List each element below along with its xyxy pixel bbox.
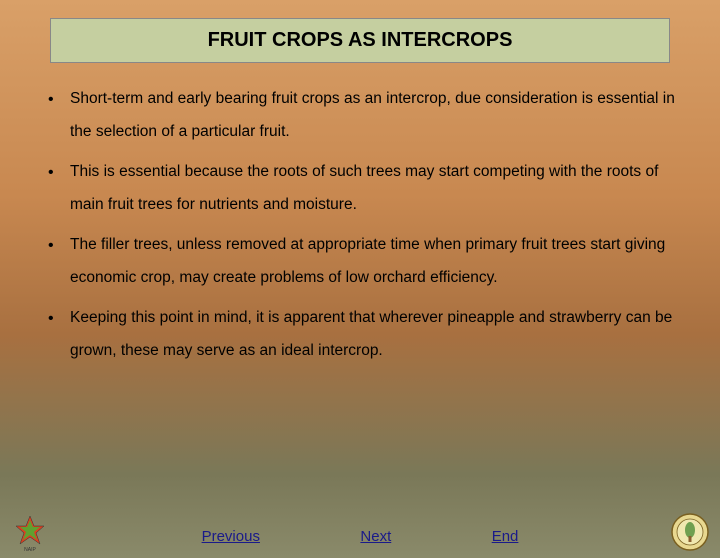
previous-link[interactable]: Previous <box>202 528 260 545</box>
title-box: FRUIT CROPS AS INTERCROPS <box>50 18 670 63</box>
end-link[interactable]: End <box>492 528 519 545</box>
bullet-item: Keeping this point in mind, it is appare… <box>40 302 680 367</box>
nav-bar: Previous Next End <box>0 528 720 546</box>
slide-title: FRUIT CROPS AS INTERCROPS <box>71 29 649 52</box>
svg-text:NAIP: NAIP <box>24 547 36 552</box>
naip-logo-icon: NAIP <box>10 512 50 552</box>
institution-logo-icon <box>670 512 710 552</box>
bullet-item: This is essential because the roots of s… <box>40 156 680 221</box>
bullet-list: Short-term and early bearing fruit crops… <box>40 83 680 367</box>
next-link[interactable]: Next <box>360 528 391 545</box>
content-area: Short-term and early bearing fruit crops… <box>0 63 720 367</box>
bullet-item: Short-term and early bearing fruit crops… <box>40 83 680 148</box>
bullet-item: The filler trees, unless removed at appr… <box>40 229 680 294</box>
